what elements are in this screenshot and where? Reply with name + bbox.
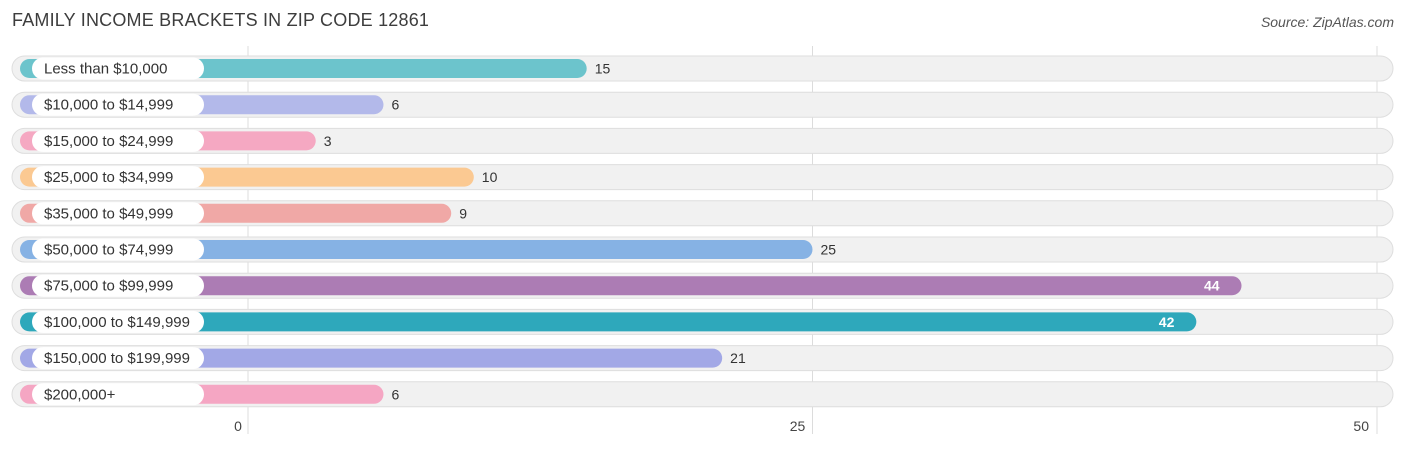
- category-label: $200,000+: [44, 386, 116, 403]
- category-label-pill: [32, 274, 204, 297]
- bar-row: $15,000 to $24,999 3: [11, 127, 1394, 154]
- value-label: 9: [459, 205, 467, 221]
- category-label-pill: [32, 129, 204, 152]
- category-label: $75,000 to $99,999: [44, 278, 173, 295]
- x-tick-label: 0: [234, 418, 242, 434]
- value-label: 42: [1159, 314, 1175, 330]
- bar-row: $200,000+ 6: [11, 381, 1394, 408]
- x-tick-label: 25: [790, 418, 806, 434]
- value-label: 6: [391, 386, 399, 402]
- chart-source: Source: ZipAtlas.com: [1260, 14, 1394, 30]
- category-label-pill: [32, 202, 204, 225]
- row-background: [11, 127, 1394, 154]
- rows-layer: Less than $10,000 15$10,000 to $14,999 6$1…: [11, 55, 1394, 408]
- chart-title: FAMILY INCOME BRACKETS IN ZIP CODE 12861: [12, 10, 430, 30]
- category-label-pill: [32, 347, 204, 370]
- category-label-pill: [32, 57, 204, 80]
- category-label: $100,000 to $149,999: [44, 314, 190, 331]
- value-label: 6: [391, 97, 399, 113]
- category-label: $25,000 to $34,999: [44, 169, 173, 186]
- value-label: 10: [482, 169, 498, 185]
- bar-row: $100,000 to $149,999 42: [11, 308, 1394, 335]
- bar-row: $35,000 to $49,999 9: [11, 200, 1394, 227]
- category-label: $150,000 to $199,999: [44, 350, 190, 367]
- category-label: $10,000 to $14,999: [44, 97, 173, 114]
- bar-row: $50,000 to $74,999 25: [11, 236, 1394, 263]
- category-label: $15,000 to $24,999: [44, 133, 173, 150]
- category-label: $35,000 to $49,999: [44, 205, 173, 222]
- category-label-pill: [32, 93, 204, 116]
- bar-row: $150,000 to $199,999 21: [11, 345, 1394, 372]
- bar: [20, 240, 813, 259]
- category-label: Less than $10,000: [44, 61, 167, 78]
- bar: [20, 276, 1242, 296]
- category-label-pill: [32, 166, 204, 189]
- value-label: 25: [821, 242, 837, 258]
- bar-row: Less than $10,000 15: [11, 55, 1394, 82]
- bar-row: $75,000 to $99,999 44: [11, 272, 1394, 299]
- value-label: 44: [1204, 278, 1220, 294]
- category-label-pill: [32, 238, 204, 261]
- bar-row: $25,000 to $34,999 10: [11, 164, 1394, 191]
- category-label-pill: [32, 310, 204, 333]
- bar: [20, 312, 1197, 332]
- ticks-layer: 0 25 50: [234, 418, 1369, 434]
- value-label: 3: [324, 133, 332, 149]
- value-label: 21: [730, 350, 746, 366]
- category-label-pill: [32, 383, 204, 406]
- bar-row: $10,000 to $14,999 6: [11, 91, 1394, 118]
- value-label: 15: [595, 61, 611, 77]
- x-tick-label: 50: [1353, 418, 1369, 434]
- category-label: $50,000 to $74,999: [44, 242, 173, 259]
